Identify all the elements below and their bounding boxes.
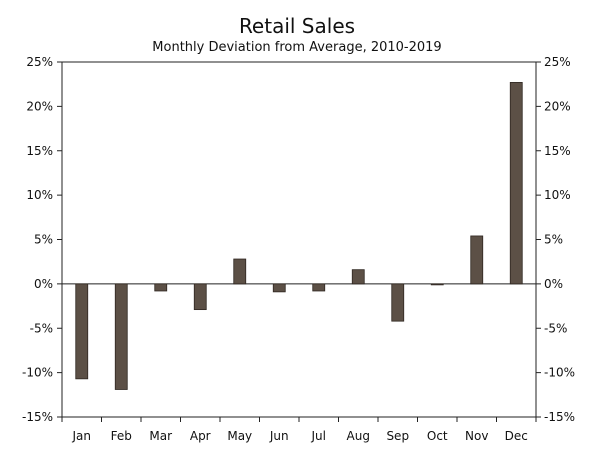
bar-may bbox=[233, 258, 247, 285]
x-tick-label: Jul bbox=[311, 429, 326, 443]
y-tick-label-left: 25% bbox=[26, 55, 53, 69]
chart-subtitle: Monthly Deviation from Average, 2010-201… bbox=[152, 40, 441, 55]
bar-apr bbox=[193, 283, 207, 311]
y-tick-label-right: -10% bbox=[544, 366, 575, 380]
x-tick-label: Apr bbox=[190, 429, 211, 443]
bar-dec bbox=[509, 82, 523, 285]
x-tick-label: Aug bbox=[347, 429, 370, 443]
bar-sep bbox=[391, 283, 405, 322]
y-tick-label-left: 5% bbox=[34, 233, 53, 247]
y-tick-label-right: 0% bbox=[544, 277, 563, 291]
y-tick-label-right: -5% bbox=[544, 321, 567, 335]
bar-jul bbox=[312, 283, 326, 292]
y-tick-label-right: -15% bbox=[544, 410, 575, 424]
x-tick-label: Oct bbox=[427, 429, 448, 443]
y-tick-label-left: 20% bbox=[26, 99, 53, 113]
x-tick-label: Jun bbox=[269, 429, 289, 443]
y-tick-label-right: 15% bbox=[544, 144, 571, 158]
y-tick-label-left: -10% bbox=[22, 366, 53, 380]
bar-feb bbox=[114, 283, 128, 390]
x-tick-label: Jan bbox=[72, 429, 92, 443]
x-tick-label: Feb bbox=[111, 429, 132, 443]
bar-aug bbox=[351, 269, 365, 285]
bar-nov bbox=[470, 235, 484, 285]
x-tick-label: Dec bbox=[505, 429, 528, 443]
y-tick-label-right: 5% bbox=[544, 233, 563, 247]
x-tick-label: Sep bbox=[386, 429, 409, 443]
y-tick-label-right: 20% bbox=[544, 99, 571, 113]
y-tick-label-left: 15% bbox=[26, 144, 53, 158]
bar-jun bbox=[272, 283, 286, 293]
y-tick-label-left: 10% bbox=[26, 188, 53, 202]
chart-title: Retail Sales bbox=[239, 14, 355, 38]
y-tick-label-right: 25% bbox=[544, 55, 571, 69]
bar-oct bbox=[430, 283, 444, 286]
y-tick-label-left: -5% bbox=[30, 321, 53, 335]
x-tick-label: Nov bbox=[465, 429, 488, 443]
y-tick-label-left: 0% bbox=[34, 277, 53, 291]
y-tick-label-left: -15% bbox=[22, 410, 53, 424]
x-tick-label: Mar bbox=[149, 429, 172, 443]
x-tick-label: May bbox=[227, 429, 252, 443]
bar-mar bbox=[154, 283, 168, 292]
bar-jan bbox=[75, 283, 89, 380]
y-tick-label-right: 10% bbox=[544, 188, 571, 202]
